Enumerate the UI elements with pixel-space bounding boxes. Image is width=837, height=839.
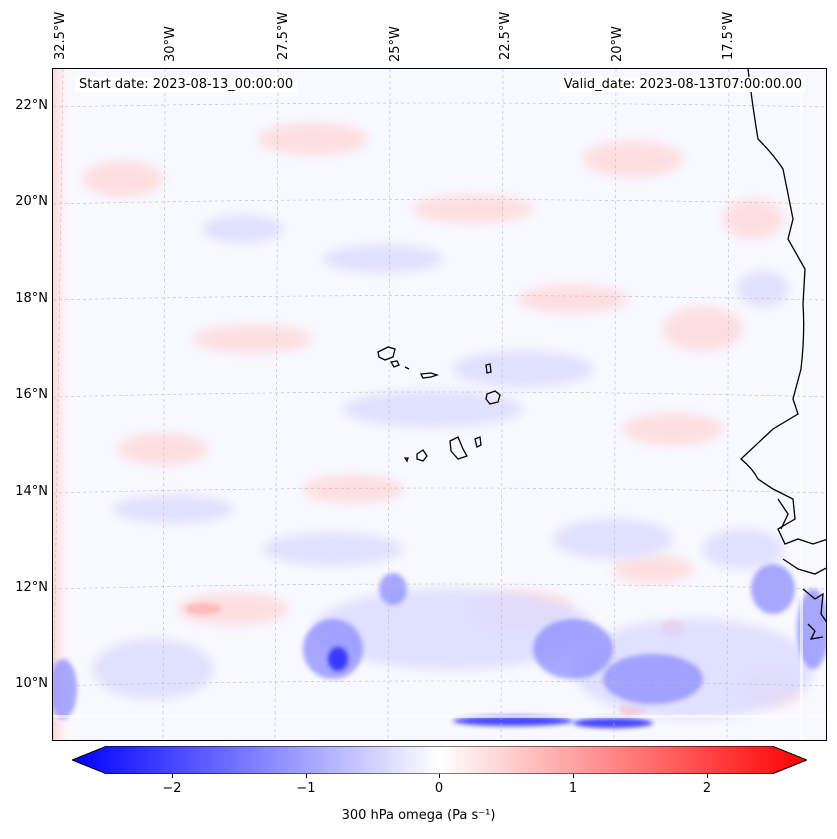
valid-date-label: Valid_date: 2023-08-13T07:00:00.00 — [559, 77, 806, 92]
white-right-edge — [800, 69, 803, 740]
start-date-label: Start date: 2023-08-13_00:00:00 — [75, 77, 298, 92]
island-santa-luzia — [404, 366, 410, 370]
colorbar-tick — [573, 774, 574, 778]
cape-verde-islands — [377, 346, 501, 463]
lat-label-10n: 10°N — [15, 676, 48, 691]
white-inner-edge — [53, 715, 826, 718]
lon-label-20w: 20°W — [610, 26, 625, 62]
lon-label-22-5w: 22.5°W — [498, 11, 513, 60]
island-maio — [474, 436, 482, 448]
lon-label-30w: 30°W — [163, 26, 178, 62]
lat-label-16n: 16°N — [15, 387, 48, 402]
left-edge-strip — [53, 69, 75, 740]
coastlines — [740, 69, 826, 640]
coast-inlet-1 — [777, 498, 789, 530]
island-santiago — [449, 436, 468, 460]
lat-label-20n: 20°N — [15, 194, 48, 209]
colorbar-body — [70, 745, 809, 775]
colorbar-gradient — [70, 745, 809, 775]
negative-strongest — [328, 647, 653, 728]
lon-label-25w: 25°W — [388, 26, 403, 62]
island-santo-antao — [377, 346, 396, 361]
lon-label-17-5w: 17.5°W — [721, 11, 736, 60]
lon-label-27-5w: 27.5°W — [276, 11, 291, 60]
island-boa-vista — [485, 390, 501, 405]
colorbar-tick-label: 2 — [702, 781, 712, 796]
island-sao-nicolau — [419, 372, 440, 379]
lon-label-32-5w: 32.5°W — [53, 11, 68, 60]
negative-anomalies — [93, 215, 813, 719]
coast-bissagos — [802, 588, 826, 623]
map-panel: Start date: 2023-08-13_00:00:00 Valid_da… — [52, 68, 827, 741]
negative-strong — [53, 564, 826, 719]
colorbar-label: 300 hPa omega (Pa s⁻¹) — [341, 808, 496, 823]
colorbar-tick-label: −2 — [162, 781, 182, 796]
island-fogo — [416, 449, 428, 462]
gridlines — [53, 69, 826, 740]
colorbar-tick — [707, 774, 708, 778]
african-coastline — [740, 69, 826, 545]
omega-field-map — [53, 69, 826, 740]
coast-inlet-2 — [782, 558, 826, 575]
island-sal — [485, 363, 492, 374]
colorbar-tick-label: 1 — [568, 781, 578, 796]
island-sao-vicente — [389, 360, 400, 368]
lat-label-18n: 18°N — [15, 291, 48, 306]
colorbar-tick — [439, 774, 440, 778]
lat-label-22n: 22°N — [15, 98, 48, 113]
colorbar — [70, 745, 809, 775]
colorbar-tick-label: 0 — [434, 781, 444, 796]
colorbar-tick — [306, 774, 307, 778]
island-brava — [403, 457, 409, 463]
colorbar-tick — [172, 774, 173, 778]
coast-islands-south — [807, 623, 824, 640]
lat-label-12n: 12°N — [15, 580, 48, 595]
colorbar-tick-label: −1 — [296, 781, 316, 796]
lat-label-14n: 14°N — [15, 484, 48, 499]
